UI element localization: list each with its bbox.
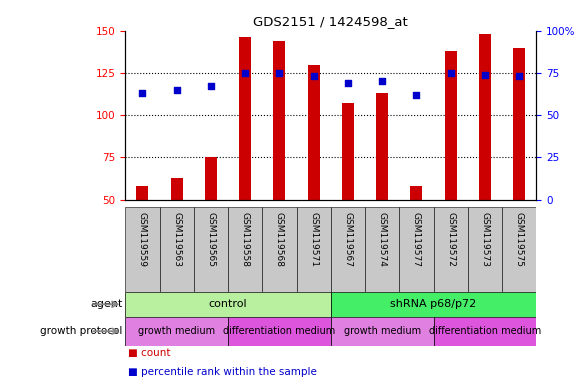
Text: ■ percentile rank within the sample: ■ percentile rank within the sample (128, 367, 317, 377)
Text: differentiation medium: differentiation medium (429, 326, 541, 336)
Bar (468, 207, 502, 292)
Text: GSM119575: GSM119575 (515, 212, 524, 266)
Point (241, 70, 250, 76)
Bar (513, 48, 525, 200)
Point (206, 83, 216, 89)
Bar (125, 317, 228, 346)
Point (172, 87, 181, 93)
Bar (434, 207, 468, 292)
Text: control: control (209, 299, 247, 310)
Bar (136, 186, 149, 200)
Bar (194, 207, 228, 292)
Point (343, 80, 353, 86)
Bar (160, 207, 194, 292)
Bar (445, 51, 456, 200)
Bar (399, 207, 434, 292)
Bar (331, 207, 365, 292)
Bar (125, 292, 331, 317)
Text: GSM119573: GSM119573 (480, 212, 490, 266)
Text: GSM119558: GSM119558 (241, 212, 250, 266)
Bar (410, 186, 423, 200)
Text: GSM119563: GSM119563 (172, 212, 181, 266)
Text: ■ count: ■ count (128, 348, 171, 358)
Bar (228, 317, 331, 346)
Point (138, 90, 147, 96)
Text: growth medium: growth medium (138, 326, 215, 336)
Bar (331, 317, 434, 346)
Bar (342, 103, 354, 200)
Text: GSM119568: GSM119568 (275, 212, 284, 266)
Bar (239, 38, 251, 200)
Bar (297, 207, 331, 292)
Bar (125, 207, 160, 292)
Text: GSM119577: GSM119577 (412, 212, 421, 266)
Point (378, 78, 387, 84)
Bar (376, 93, 388, 200)
Bar (308, 65, 319, 200)
Bar (262, 207, 297, 292)
Point (309, 73, 318, 79)
Text: growth medium: growth medium (343, 326, 421, 336)
Text: growth protocol: growth protocol (40, 326, 122, 336)
Text: agent: agent (90, 299, 122, 310)
Point (412, 92, 421, 98)
Bar (331, 292, 536, 317)
Text: GSM119565: GSM119565 (206, 212, 216, 266)
Point (480, 71, 490, 78)
Bar (502, 207, 536, 292)
Text: GSM119559: GSM119559 (138, 212, 147, 266)
Point (446, 70, 455, 76)
Text: GSM119571: GSM119571 (309, 212, 318, 266)
Text: differentiation medium: differentiation medium (223, 326, 336, 336)
Bar (479, 34, 491, 200)
Text: GSM119572: GSM119572 (446, 212, 455, 266)
Text: GSM119567: GSM119567 (343, 212, 353, 266)
Bar (273, 41, 286, 200)
Bar (228, 207, 262, 292)
Title: GDS2151 / 1424598_at: GDS2151 / 1424598_at (254, 15, 408, 28)
Bar (434, 317, 536, 346)
Text: GSM119574: GSM119574 (378, 212, 387, 266)
Bar (171, 178, 182, 200)
Text: shRNA p68/p72: shRNA p68/p72 (391, 299, 477, 310)
Point (275, 70, 284, 76)
Point (515, 73, 524, 79)
Bar (205, 157, 217, 200)
Bar (365, 207, 399, 292)
